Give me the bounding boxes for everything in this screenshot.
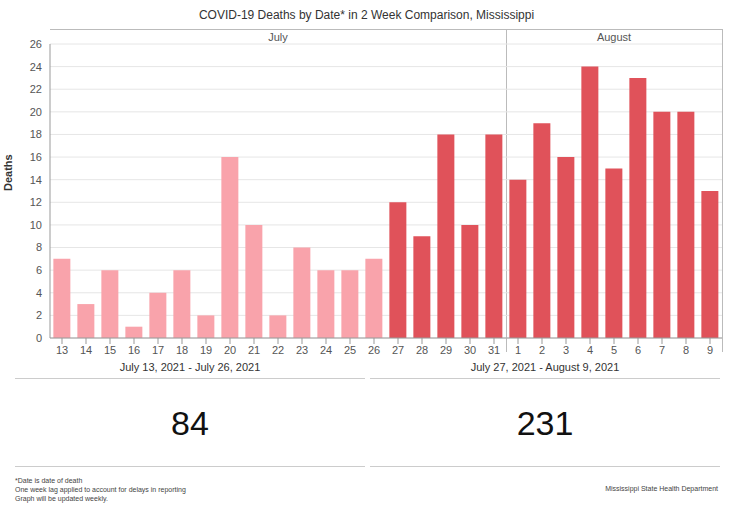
svg-text:4: 4 xyxy=(36,287,42,299)
svg-text:0: 0 xyxy=(36,332,42,344)
html-text:*Date is date of death: *Date is date of death xyxy=(15,477,83,484)
svg-text:17: 17 xyxy=(152,344,164,356)
svg-text:31: 31 xyxy=(488,344,500,356)
svg-text:6: 6 xyxy=(635,344,641,356)
svg-text:26: 26 xyxy=(368,344,380,356)
svg-text:24: 24 xyxy=(320,344,332,356)
svg-text:24: 24 xyxy=(30,61,42,73)
svg-text:1: 1 xyxy=(515,344,521,356)
svg-text:12: 12 xyxy=(30,196,42,208)
svg-text:25: 25 xyxy=(344,344,356,356)
svg-text:8: 8 xyxy=(36,241,42,253)
html-text:August: August xyxy=(596,31,632,43)
svg-text:9: 9 xyxy=(707,344,713,356)
html-text:Graph will be updated weekly.: Graph will be updated weekly. xyxy=(15,495,108,502)
svg-text:14: 14 xyxy=(80,344,92,356)
svg-text:5: 5 xyxy=(611,344,617,356)
svg-text:7: 7 xyxy=(659,344,665,356)
html-text:231: 231 xyxy=(516,404,574,442)
svg-text:27: 27 xyxy=(392,344,404,356)
html-text:July: July xyxy=(268,31,288,43)
svg-text:16: 16 xyxy=(30,151,42,163)
html-text:July 13, 2021 - July 26, 2021: July 13, 2021 - July 26, 2021 xyxy=(119,361,261,373)
svg-text:18: 18 xyxy=(30,128,42,140)
svg-text:6: 6 xyxy=(36,264,42,276)
svg-text:22: 22 xyxy=(30,83,42,95)
svg-text:29: 29 xyxy=(440,344,452,356)
svg-text:28: 28 xyxy=(416,344,428,356)
svg-text:20: 20 xyxy=(30,106,42,118)
svg-text:14: 14 xyxy=(30,174,42,186)
svg-text:2: 2 xyxy=(36,309,42,321)
svg-text:26: 26 xyxy=(30,38,42,50)
svg-text:8: 8 xyxy=(683,344,689,356)
svg-text:18: 18 xyxy=(176,344,188,356)
html-text:Mississippi State Health Depar: Mississippi State Health Department xyxy=(605,485,718,492)
svg-text:10: 10 xyxy=(30,219,42,231)
svg-text:16: 16 xyxy=(128,344,140,356)
html-text:84: 84 xyxy=(171,404,209,442)
svg-text:30: 30 xyxy=(464,344,476,356)
html-text:One week lag applied to accoun: One week lag applied to account for dela… xyxy=(15,486,186,493)
svg-text:4: 4 xyxy=(587,344,593,356)
svg-text:22: 22 xyxy=(272,344,284,356)
svg-text:20: 20 xyxy=(224,344,236,356)
svg-text:2: 2 xyxy=(539,344,545,356)
svg-text:Deaths: Deaths xyxy=(8,154,14,191)
svg-text:21: 21 xyxy=(248,344,260,356)
svg-text:23: 23 xyxy=(296,344,308,356)
svg-text:3: 3 xyxy=(563,344,569,356)
html-text:July 27, 2021 - August 9, 2021: July 27, 2021 - August 9, 2021 xyxy=(470,361,620,373)
html-text:COVID-19 Deaths by Date* in 2: COVID-19 Deaths by Date* in 2 Week Compa… xyxy=(198,8,535,22)
svg-text:19: 19 xyxy=(200,344,212,356)
svg-text:13: 13 xyxy=(56,344,68,356)
svg-text:15: 15 xyxy=(104,344,116,356)
